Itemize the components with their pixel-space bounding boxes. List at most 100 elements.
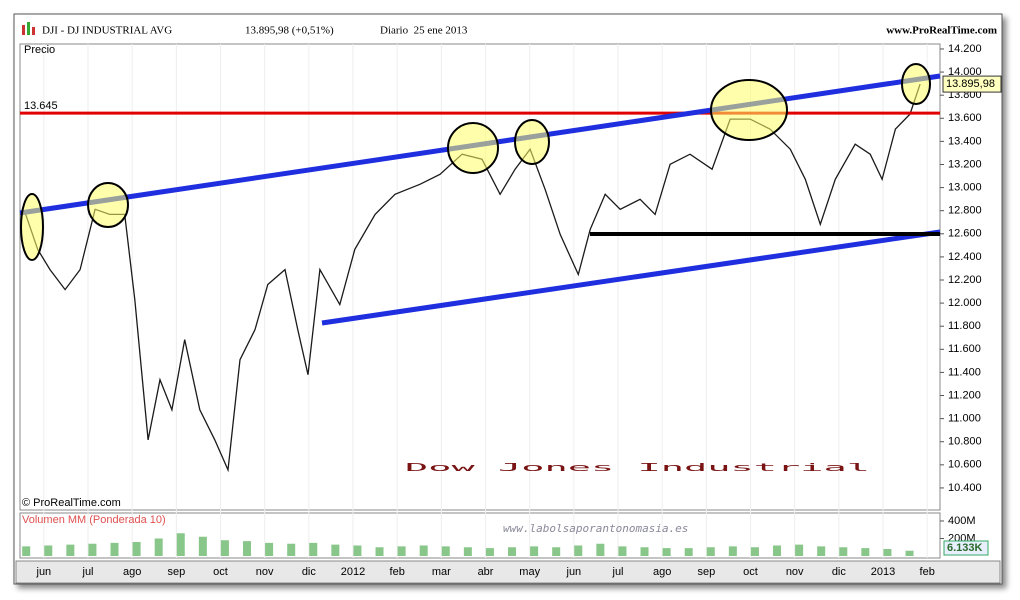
y-tick-label: 14.200 [948,43,982,55]
volume-bar [618,546,627,556]
lower-trendline [321,229,941,326]
volume-bar [728,546,737,556]
volume-bar [574,545,583,556]
volume-panel [19,512,941,559]
x-tick-label: jun [566,566,582,578]
highlight [87,182,129,228]
volume-bar [375,547,384,556]
y-tick-label: 12.800 [948,205,982,217]
highlight [710,79,788,141]
y-tick-label: 400M [948,515,976,527]
price-panel [19,43,941,511]
volume-bar [353,545,362,556]
volume-bar [706,547,715,556]
volume-bar [66,544,75,556]
volume-bar [463,547,472,556]
volume-bar [88,543,97,556]
volume-bar [110,542,119,556]
highlight [901,63,931,105]
y-tick-label: 13.200 [948,158,982,170]
x-tick-label: dic [832,566,847,578]
y-tick-label: 14.000 [948,66,982,78]
volume-bar [684,548,693,556]
y-tick-label: 12.000 [948,297,982,309]
volume-bar [243,541,252,556]
last-price-label: 13.895,98 [946,78,995,90]
volume-bar [839,547,848,556]
volume-last-label: 6.133K [947,542,983,554]
y-tick-label: 12.200 [948,274,982,286]
last-price-tag [942,75,1002,93]
volume-bar [176,533,185,556]
x-tick-label: sep [697,566,715,578]
volume-bar [441,546,450,556]
volume-bar [552,547,561,556]
y-tick-label: 10.800 [948,436,982,448]
highlight [447,122,499,174]
y-tick-label: 13.600 [948,112,982,124]
x-tick-label: jun [36,566,52,578]
x-tick-label: sep [167,566,185,578]
price-line [25,83,921,473]
volume-bar [883,548,892,556]
y-tick-label: 11.200 [948,389,981,401]
volume-bar [750,547,759,556]
volume-bar [132,541,141,556]
volume-bar [198,536,207,556]
volume-bar [397,546,406,556]
watermark: www.labolsaporantonomasia.es [503,522,688,535]
x-tick-label: jul [82,566,94,578]
x-tick-label: feb [390,566,405,578]
volume-bar [331,544,340,556]
x-tick-label: oct [213,566,228,578]
y-tick-label: 11.000 [948,413,981,425]
y-tick-label: 12.400 [948,251,982,263]
y-tick-label: 10.400 [948,482,982,494]
volume-bar [419,545,428,556]
x-tick-label: ago [653,566,671,578]
volume-bar [265,542,274,556]
volume-bar [44,545,53,556]
highlight [20,193,44,261]
volume-bar [861,548,870,556]
volume-bar [485,548,494,556]
y-tick-label: 13.000 [948,181,982,193]
y-tick-label: 13.400 [948,135,982,147]
volume-title: Volumen MM (Ponderada 10) [22,514,166,526]
volume-bar [662,548,671,556]
x-tick-label: mar [432,566,451,578]
x-tick-label: nov [256,566,274,578]
volume-last-tag [943,540,989,556]
x-tick-label: abr [478,566,494,578]
highlight [514,119,550,165]
period: Diario 25 ene 2013 [380,25,468,37]
copyright: © ProRealTime.com [22,497,121,509]
x-tick-label: nov [786,566,804,578]
volume-bar [773,545,782,556]
resistance-label: 13.645 [24,100,58,112]
panel-label: Precio [24,44,55,56]
y-tick-label: 11.600 [948,343,981,355]
volume-bar [795,544,804,556]
x-tick-label: feb [920,566,935,578]
volume-bar [817,546,826,556]
volume-bar [22,546,31,556]
x-tick-label: ago [123,566,141,578]
volume-bar [508,547,517,556]
x-tick-label: dic [302,566,317,578]
header-bar [16,18,1000,42]
drawings [19,63,941,326]
x-tick-label: oct [743,566,758,578]
y-tick-label: 11.800 [948,320,981,332]
symbol: DJI - DJ INDUSTRIAL AVG [42,25,172,37]
volume-bar [530,546,539,556]
x-tick-label: 2013 [871,566,895,578]
volume-bar [309,542,318,556]
icon [22,22,35,35]
quote: 13.895,98 (+0,51%) [245,25,334,37]
y-tick-label: 10.600 [948,459,982,471]
x-tick-label: may [519,566,540,578]
annotation: Dow Jones Industrial [405,461,870,474]
